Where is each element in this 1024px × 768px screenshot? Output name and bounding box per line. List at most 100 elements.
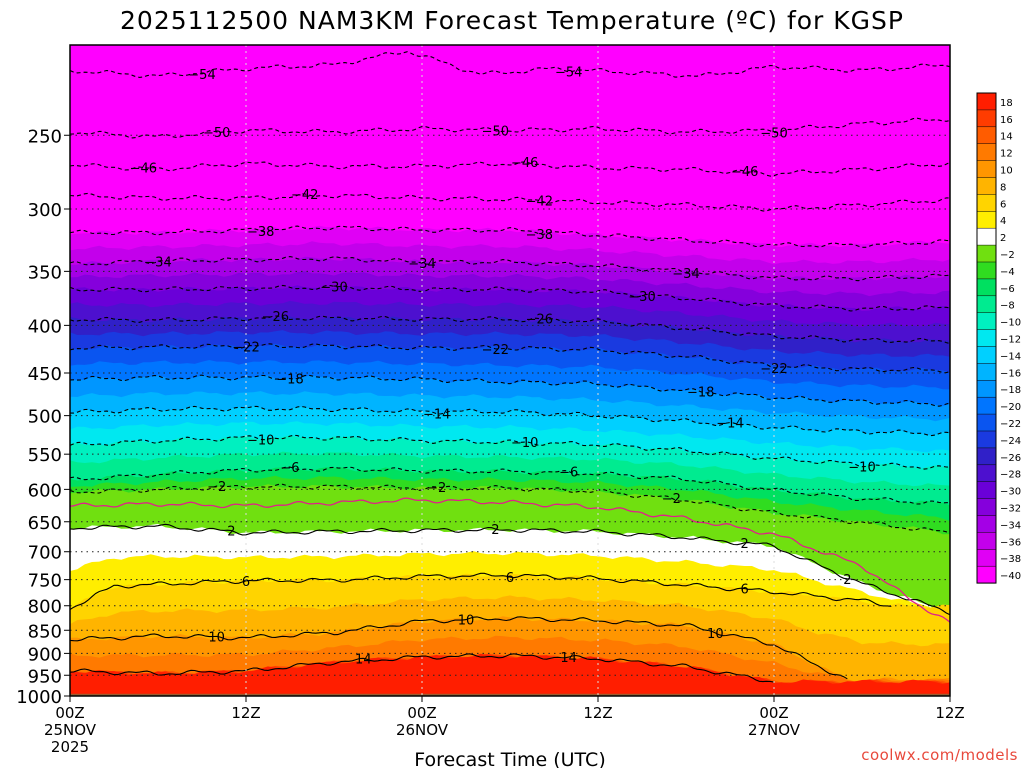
colorbar-label: −12: [1000, 335, 1021, 346]
colorbar-swatch: [977, 431, 996, 448]
colorbar-label: −22: [1000, 419, 1021, 430]
contour-label: −54: [188, 68, 215, 83]
colorbar-label: −20: [1000, 402, 1021, 413]
isotherm--18: [70, 374, 950, 407]
chart-title: 2025112500 NAM3KM Forecast Temperature (…: [120, 6, 904, 35]
colorbar-label: 18: [1000, 98, 1013, 109]
colorbar-label: −38: [1000, 554, 1021, 565]
colorbar-label: −40: [1000, 571, 1021, 582]
y-tick-label: 700: [28, 543, 62, 564]
colorbar-label: −36: [1000, 537, 1021, 548]
colorbar-label: −28: [1000, 470, 1021, 481]
colorbar-label: −26: [1000, 453, 1021, 464]
contour-label: 6: [242, 575, 250, 590]
isotherm--54: [70, 51, 950, 78]
colorbar-swatch: [977, 93, 996, 110]
contour-label: 14: [355, 652, 372, 667]
colorbar-label: 2: [1000, 233, 1006, 244]
colorbar-swatch: [977, 481, 996, 499]
contour-label: −22: [760, 362, 787, 377]
colorbar-swatch: [977, 464, 996, 482]
isotherm--46: [70, 161, 950, 177]
contour-label: −6: [559, 465, 578, 480]
colorbar-label: −2: [1000, 250, 1015, 261]
contour-label: −34: [408, 257, 435, 272]
contour-label: −50: [760, 126, 787, 141]
colorbar-swatch: [977, 329, 996, 347]
grid-lines: [70, 45, 950, 696]
contour-label: −18: [687, 386, 714, 401]
contour-label: 6: [506, 571, 514, 586]
isotherm--10: [70, 434, 950, 470]
contour-label: 2: [491, 523, 499, 538]
x-tick-label: 26NOV: [396, 721, 449, 739]
colorbar-swatch: [977, 532, 996, 550]
contour-label: −10: [848, 461, 875, 476]
colorbar-label: −16: [1000, 368, 1021, 379]
colorbar-label: −4: [1000, 267, 1015, 278]
contour-label: −34: [144, 256, 171, 271]
colorbar-label: 14: [1000, 132, 1013, 143]
colorbar-swatch: [977, 177, 996, 195]
colorbar-label: 6: [1000, 199, 1006, 210]
plot-frame: [69, 44, 951, 697]
colorbar-swatch: [977, 549, 996, 567]
colorbar-label: 12: [1000, 149, 1013, 160]
contour-label: −14: [716, 417, 743, 432]
temperature-bands: [70, 45, 950, 696]
contour-label: −10: [511, 436, 538, 451]
colorbar-swatch: [977, 143, 996, 161]
contour-label: 2: [843, 573, 851, 588]
colorbar-label: 8: [1000, 182, 1006, 193]
colorbar-swatch: [977, 278, 996, 296]
x-tick-label: 2025: [51, 738, 89, 756]
colorbar-label: −24: [1000, 436, 1021, 447]
isotherm-10: [70, 616, 848, 680]
contour-label: −22: [232, 340, 259, 355]
colorbar-label: −32: [1000, 504, 1021, 515]
y-tick-label: 300: [28, 200, 62, 221]
contour-label: 6: [741, 583, 749, 598]
colorbar-swatch: [977, 126, 996, 144]
colorbar-swatch: [977, 228, 996, 246]
colorbar-label: −30: [1000, 487, 1021, 498]
y-tick-label: 500: [28, 407, 62, 428]
isotherm--34: [70, 256, 950, 282]
x-tick-label: 12Z: [583, 704, 612, 722]
contour-label: −10: [247, 433, 274, 448]
contour-label: −2: [207, 480, 226, 495]
colorbar-swatch: [977, 211, 996, 229]
y-tick-label: 600: [28, 480, 62, 501]
contour-label: −30: [628, 290, 655, 305]
contour-label: 10: [707, 627, 724, 642]
colorbar-label: −8: [1000, 301, 1015, 312]
contour-label: −46: [511, 156, 538, 171]
contour-label: −42: [526, 194, 553, 209]
colorbar-label: −34: [1000, 520, 1021, 531]
colorbar-swatch: [977, 414, 996, 431]
colorbar-swatch: [977, 295, 996, 313]
x-tick-label: 00Z: [759, 704, 788, 722]
isotherm--42: [70, 192, 950, 212]
isotherm--30: [70, 284, 950, 312]
contour-label: −26: [526, 313, 553, 328]
contour-label: −50: [482, 125, 509, 140]
colorbar-label: −14: [1000, 351, 1021, 362]
y-tick-label: 350: [28, 262, 62, 283]
isotherm--50: [70, 117, 950, 139]
contour-label: −22: [482, 343, 509, 358]
contour-label: 14: [560, 651, 577, 666]
y-tick-label: 450: [28, 364, 62, 385]
colorbar-swatch: [977, 515, 996, 533]
credit-link[interactable]: coolwx.com/models: [861, 746, 1018, 764]
colorbar-label: −18: [1000, 385, 1021, 396]
contour-label: −34: [672, 267, 699, 282]
ground-fill: [70, 693, 950, 696]
isotherm--2: [70, 483, 950, 535]
x-tick-label: 12Z: [935, 704, 964, 722]
contour-label: 10: [208, 630, 225, 645]
y-tick-label: 850: [28, 621, 62, 642]
y-tick-label: 950: [28, 666, 62, 687]
